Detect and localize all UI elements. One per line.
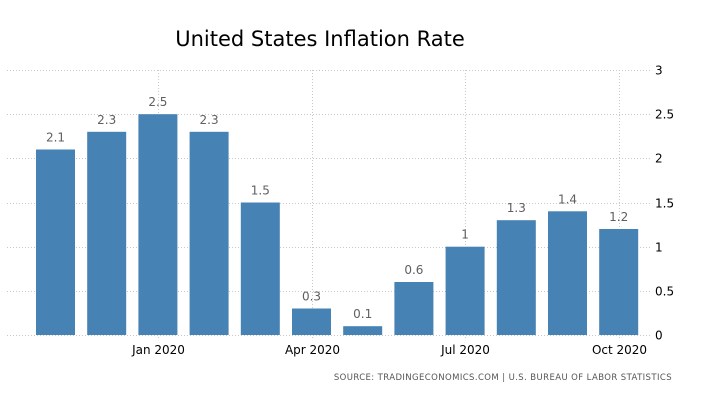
y-tick-label: 0.5 [655,285,674,299]
source-note: SOURCE: TRADINGECONOMICS.COM | U.S. BURE… [334,373,672,383]
y-tick-label: 2.5 [655,108,674,122]
data-label: 0.6 [404,263,423,277]
y-tick-label: 1 [655,241,663,255]
bar-sep-2020 [548,211,587,335]
bars [36,114,639,335]
data-label: 1.5 [251,184,270,198]
data-label: 2.1 [46,131,65,145]
data-label: 0.3 [302,290,321,304]
y-tick-label: 3 [655,64,663,78]
bar-aug-2020 [496,220,536,335]
y-tick-label: 2 [655,152,663,166]
data-label: 1 [461,228,469,242]
data-label: 2.3 [97,113,116,127]
y-tick-label: 0 [655,329,663,343]
bar-jul-2020 [445,246,485,335]
bar-may-2020 [343,326,383,335]
bar-oct-2020 [599,229,639,335]
bar-nov-2019 [36,149,75,335]
data-label: 1.4 [558,192,577,206]
bar-dec-2019 [87,131,127,335]
data-label: 2.5 [148,95,167,109]
chart-title: United States Inflation Rate [175,27,465,51]
bar-feb-2020 [189,131,229,335]
value-labels: 2.1 2.3 2.5 2.3 1.5 0.3 0.1 0.6 1 1.3 1.4 1.2 [46,95,628,321]
data-label: 2.3 [200,113,219,127]
x-axis: Jan 2020 Apr 2020 Jul 2020 Oct 2020 [131,343,647,357]
bar-jan-2020 [138,114,178,335]
bar-mar-2020 [240,202,280,335]
y-tick-label: 1.5 [655,197,674,211]
x-tick-label: Jan 2020 [131,343,185,357]
y-axis: 0 0.5 1 1.5 2 2.5 3 [655,64,674,343]
x-tick-label: Jul 2020 [440,343,490,357]
data-label: 1.2 [609,210,628,224]
bar-apr-2020 [292,308,331,335]
data-label: 0.1 [353,307,372,321]
data-label: 1.3 [507,201,526,215]
x-tick-label: Apr 2020 [285,343,340,357]
bar-jun-2020 [394,282,434,335]
x-tick-label: Oct 2020 [592,343,647,357]
